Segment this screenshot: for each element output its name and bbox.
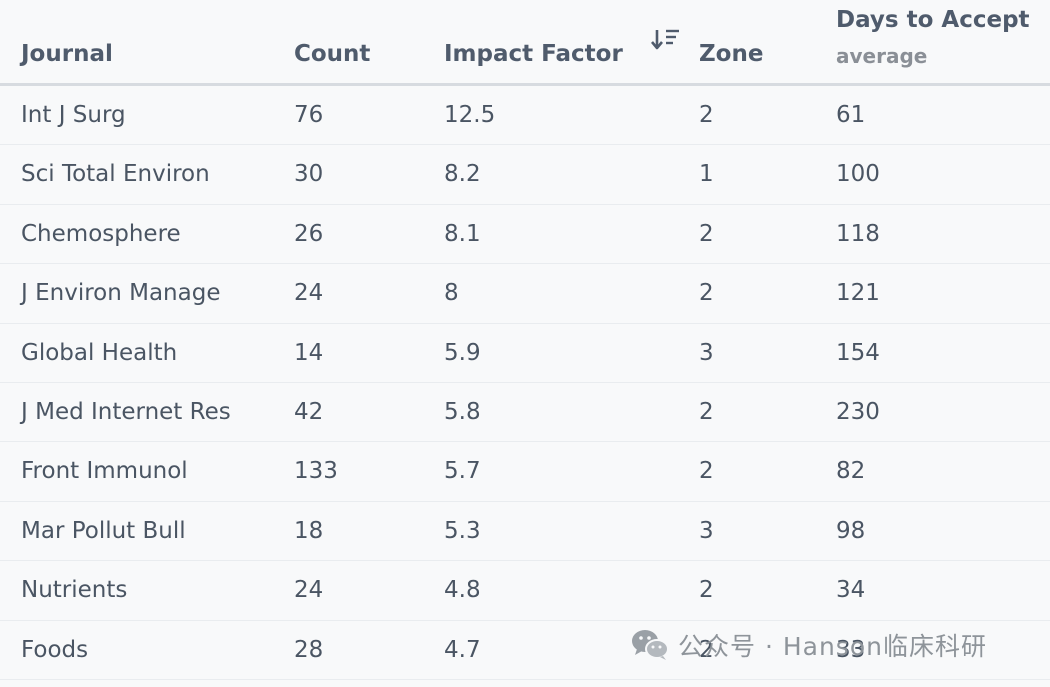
table-body: Int J Surg 76 12.5 2 61 Sci Total Environ 30 8.… — [0, 86, 1050, 680]
watermark: 公众号 · Hanson临床科研 — [630, 625, 987, 665]
cell-count: 42 — [294, 398, 324, 425]
column-subheader-average: average — [836, 44, 928, 68]
cell-impact: 5.7 — [444, 458, 481, 485]
cell-impact: 8 — [444, 280, 459, 307]
cell-impact: 8.2 — [444, 161, 481, 188]
cell-journal: Chemosphere — [21, 220, 181, 247]
cell-impact: 5.3 — [444, 517, 481, 544]
cell-count: 24 — [294, 577, 324, 604]
cell-count: 28 — [294, 636, 324, 663]
cell-journal: J Environ Manage — [21, 280, 221, 307]
cell-count: 24 — [294, 280, 324, 307]
table-row[interactable]: J Environ Manage 24 8 2 121 — [0, 264, 1050, 324]
column-header-impact-factor[interactable]: Impact Factor — [444, 41, 623, 67]
cell-zone: 2 — [699, 280, 714, 307]
column-header-days-to-accept[interactable]: Days to Accept — [836, 7, 1030, 33]
cell-zone: 2 — [699, 636, 714, 663]
cell-zone: 3 — [699, 517, 714, 544]
cell-count: 26 — [294, 220, 324, 247]
sort-descending-icon[interactable] — [651, 27, 681, 53]
cell-count: 30 — [294, 161, 324, 188]
cell-impact: 12.5 — [444, 102, 496, 128]
cell-impact: 4.8 — [444, 577, 481, 604]
cell-days: 154 — [836, 339, 880, 366]
cell-journal: Int J Surg — [21, 102, 126, 128]
cell-zone: 2 — [699, 458, 714, 485]
table-row[interactable]: J Med Internet Res 42 5.8 2 230 — [0, 383, 1050, 443]
cell-days: 34 — [836, 577, 866, 604]
cell-days: 230 — [836, 398, 880, 425]
cell-days: 121 — [836, 280, 880, 307]
column-header-journal[interactable]: Journal — [21, 41, 113, 67]
cell-days: 118 — [836, 220, 880, 247]
table-row[interactable]: Mar Pollut Bull 18 5.3 3 98 — [0, 502, 1050, 562]
wechat-icon — [632, 630, 669, 660]
table-row[interactable]: Int J Surg 76 12.5 2 61 — [0, 86, 1050, 146]
cell-zone: 2 — [699, 577, 714, 604]
cell-zone: 1 — [699, 161, 714, 188]
watermark-text: 公众号 · Hanson临床科研 — [678, 632, 987, 661]
table-row[interactable]: Foods 28 4.7 2 33 — [0, 621, 1050, 680]
column-header-count[interactable]: Count — [294, 41, 371, 67]
cell-impact: 8.1 — [444, 220, 481, 247]
cell-count: 14 — [294, 339, 324, 366]
cell-days: 100 — [836, 161, 880, 188]
table-row[interactable]: Sci Total Environ 30 8.2 1 100 — [0, 145, 1050, 205]
cell-days: 61 — [836, 102, 866, 128]
cell-count: 76 — [294, 102, 324, 128]
cell-count: 133 — [294, 458, 338, 485]
table-row[interactable]: Global Health 14 5.9 3 154 — [0, 324, 1050, 383]
cell-journal: Sci Total Environ — [21, 161, 210, 188]
cell-journal: Nutrients — [21, 577, 128, 604]
cell-zone: 2 — [699, 398, 714, 425]
cell-impact: 4.7 — [444, 636, 481, 663]
cell-impact: 5.9 — [444, 339, 481, 366]
cell-zone: 2 — [699, 102, 714, 128]
cell-journal: J Med Internet Res — [21, 398, 231, 425]
cell-journal: Mar Pollut Bull — [21, 517, 186, 544]
cell-days: 98 — [836, 517, 866, 544]
cell-journal: Global Health — [21, 339, 178, 366]
cell-days: 82 — [836, 458, 866, 485]
cell-days: 33 — [836, 636, 866, 663]
table-header: Journal Count Impact Factor Zone Days to… — [0, 0, 1050, 86]
cell-journal: Front Immunol — [21, 458, 188, 485]
table-row[interactable]: Chemosphere 26 8.1 2 118 — [0, 205, 1050, 265]
cell-journal: Foods — [21, 636, 89, 663]
cell-zone: 3 — [699, 339, 714, 366]
table-row[interactable]: Nutrients 24 4.8 2 34 — [0, 561, 1050, 621]
cell-count: 18 — [294, 517, 324, 544]
cell-zone: 2 — [699, 220, 714, 247]
table-row[interactable]: Front Immunol 133 5.7 2 82 — [0, 442, 1050, 502]
column-header-zone[interactable]: Zone — [699, 41, 764, 67]
cell-impact: 5.8 — [444, 398, 481, 425]
